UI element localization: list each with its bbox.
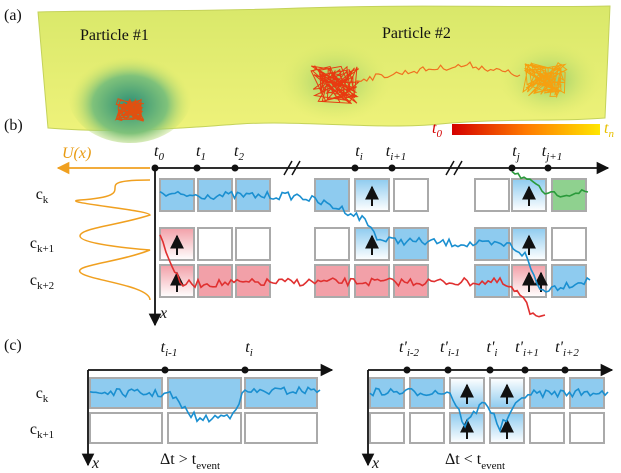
time-label: t'i-2 <box>399 339 420 359</box>
time-point <box>232 165 239 172</box>
time-point <box>545 165 552 172</box>
state-box <box>410 413 444 443</box>
time-label: ti+1 <box>386 143 406 163</box>
state-box <box>475 179 509 211</box>
time-point <box>562 367 569 374</box>
state-box <box>315 228 349 260</box>
axis-label: x <box>159 305 167 322</box>
state-box <box>245 413 317 443</box>
state-box <box>394 228 428 260</box>
colorbar-end: tn <box>604 120 614 140</box>
well <box>68 47 192 143</box>
potential-curve <box>76 180 150 300</box>
time-label: tj <box>512 143 520 163</box>
time-point <box>445 367 452 374</box>
state-box <box>198 179 232 211</box>
particle-label: Particle #1 <box>80 27 149 44</box>
axis-label: x <box>91 455 99 472</box>
time-point <box>162 367 169 374</box>
time-point <box>522 367 529 374</box>
time-point <box>509 165 516 172</box>
particle-label: Particle #2 <box>382 25 451 42</box>
panel-label: (a) <box>4 7 22 24</box>
panel-label: (b) <box>4 117 23 134</box>
time-point <box>404 367 411 374</box>
time-label: t'i <box>487 339 498 359</box>
time-label: tj+1 <box>542 143 562 163</box>
state-label: ck+2 <box>30 272 54 292</box>
state-label: ck <box>36 186 49 206</box>
time-label: ti <box>355 143 363 163</box>
panel-label: (c) <box>4 337 22 354</box>
time-point <box>389 165 396 172</box>
state-box <box>552 265 586 297</box>
time-label: ti-1 <box>161 339 178 359</box>
state-box <box>370 413 404 443</box>
time-label: t0 <box>154 143 164 163</box>
potential-label: U(x) <box>62 145 91 162</box>
condition: Δt < tevent <box>445 451 505 472</box>
state-box <box>198 228 232 260</box>
time-point <box>242 367 249 374</box>
state-label: ck+1 <box>30 235 54 255</box>
state-box <box>552 228 586 260</box>
state-label: ck <box>36 385 49 405</box>
condition: Δt > tevent <box>160 451 220 472</box>
time-label: t1 <box>196 143 206 163</box>
time-point <box>352 165 359 172</box>
state-box <box>236 228 270 260</box>
time-label: t'i-1 <box>440 339 460 359</box>
state-box <box>90 413 162 443</box>
figure: (a) Particle #1 Particle #2 t0 tn (b) U(… <box>0 0 621 473</box>
colorbar <box>452 124 600 135</box>
state-box <box>245 378 317 408</box>
state-label: ck+1 <box>30 421 54 441</box>
time-label: t'i+2 <box>555 339 579 359</box>
state-box <box>394 179 428 211</box>
state-box <box>198 265 232 297</box>
time-point <box>194 165 201 172</box>
time-point <box>487 367 494 374</box>
time-point <box>152 165 159 172</box>
state-box <box>530 413 564 443</box>
axis-label: x <box>371 455 379 472</box>
time-label: t'i+1 <box>515 339 539 359</box>
state-box <box>570 413 604 443</box>
time-label: t2 <box>234 143 244 163</box>
time-label: ti <box>245 339 253 359</box>
